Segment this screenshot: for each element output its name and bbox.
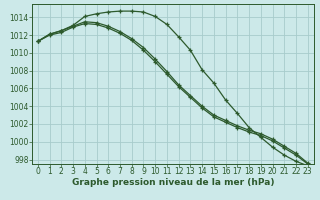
X-axis label: Graphe pression niveau de la mer (hPa): Graphe pression niveau de la mer (hPa) <box>72 178 274 187</box>
